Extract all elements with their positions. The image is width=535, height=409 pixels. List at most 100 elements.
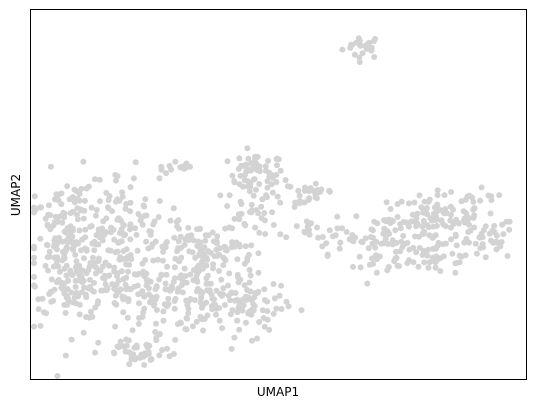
scatter-point	[199, 249, 206, 256]
scatter-point	[485, 192, 492, 199]
scatter-point	[224, 158, 231, 165]
scatter-point	[76, 197, 83, 204]
scatter-point	[234, 256, 241, 263]
scatter-point	[163, 271, 170, 278]
scatter-point	[179, 289, 186, 296]
scatter-point	[277, 231, 284, 238]
scatter-point	[349, 232, 356, 238]
scatter-point	[406, 200, 412, 207]
scatter-point	[319, 243, 326, 250]
scatter-point	[142, 196, 149, 203]
scatter-point	[487, 210, 494, 217]
scatter-point	[45, 267, 52, 274]
scatter-point	[31, 254, 37, 261]
scatter-point	[154, 256, 161, 263]
scatter-point	[226, 270, 233, 277]
scatter-point	[189, 323, 196, 330]
scatter-point	[58, 279, 65, 286]
scatter-point	[244, 145, 251, 152]
scatter-point	[172, 255, 179, 262]
scatter-point	[242, 222, 249, 229]
scatter-point	[127, 184, 134, 191]
scatter-point	[314, 224, 320, 231]
scatter-point	[238, 201, 245, 207]
scatter-point	[118, 268, 125, 275]
scatter-point	[88, 223, 95, 229]
scatter-point	[452, 231, 459, 238]
scatter-point	[422, 208, 429, 215]
scatter-point	[152, 329, 159, 335]
scatter-point	[464, 193, 471, 200]
scatter-point	[277, 167, 284, 174]
scatter-point	[185, 305, 192, 312]
scatter-point	[173, 219, 180, 225]
scatter-point	[336, 245, 343, 252]
scatter-point	[121, 343, 128, 350]
scatter-point	[58, 201, 65, 208]
scatter-point	[414, 210, 421, 217]
scatter-point	[80, 215, 87, 222]
scatter-point	[110, 349, 117, 356]
scatter-point	[50, 297, 57, 304]
scatter-point	[264, 184, 271, 191]
scatter-point	[306, 188, 313, 194]
y-axis-label: UMAP2	[9, 174, 23, 216]
scatter-point	[234, 309, 241, 316]
scatter-point	[167, 217, 174, 224]
scatter-point	[426, 259, 433, 266]
scatter-point	[164, 263, 171, 270]
scatter-point	[425, 264, 432, 271]
scatter-point	[62, 309, 69, 316]
scatter-point	[143, 212, 150, 219]
scatter-point	[277, 199, 284, 206]
scatter-point	[126, 226, 133, 233]
scatter-point	[260, 315, 267, 321]
scatter-point	[218, 292, 225, 299]
scatter-point	[254, 289, 261, 296]
scatter-point	[114, 173, 121, 180]
scatter-point	[271, 295, 278, 302]
scatter-point	[47, 212, 54, 219]
scatter-point	[394, 201, 401, 207]
scatter-point	[324, 253, 331, 259]
scatter-point	[450, 206, 456, 213]
scatter-point	[136, 300, 142, 307]
scatter-point	[56, 268, 63, 275]
scatter-point	[122, 281, 129, 288]
scatter-point	[203, 262, 210, 269]
scatter-point	[158, 166, 165, 173]
scatter-point	[36, 204, 43, 211]
scatter-point	[109, 281, 116, 288]
scatter-point	[127, 221, 134, 228]
scatter-point	[166, 353, 173, 360]
scatter-point	[160, 308, 167, 315]
scatter-point	[228, 345, 235, 352]
scatter-point	[246, 266, 253, 273]
scatter-point	[47, 163, 54, 170]
scatter-point	[115, 344, 122, 351]
scatter-point	[470, 198, 477, 205]
scatter-point	[270, 310, 277, 317]
scatter-point	[114, 273, 120, 280]
scatter-point	[153, 320, 159, 327]
scatter-point	[122, 205, 129, 212]
scatter-point	[81, 197, 88, 204]
scatter-point	[90, 254, 96, 261]
scatter-point	[48, 276, 55, 283]
scatter-point	[37, 235, 44, 242]
scatter-point	[421, 198, 428, 205]
scatter-point	[171, 234, 178, 241]
scatter-point	[394, 262, 401, 269]
scatter-point	[261, 323, 268, 330]
scatter-points	[31, 35, 513, 379]
scatter-point	[156, 276, 163, 283]
scatter-point	[83, 246, 90, 253]
scatter-point	[259, 307, 266, 314]
scatter-point	[156, 331, 163, 337]
scatter-point	[92, 176, 98, 183]
scatter-point	[319, 234, 326, 240]
scatter-point	[198, 292, 205, 299]
scatter-point	[488, 197, 495, 204]
scatter-point	[247, 272, 254, 279]
scatter-point	[439, 241, 446, 248]
